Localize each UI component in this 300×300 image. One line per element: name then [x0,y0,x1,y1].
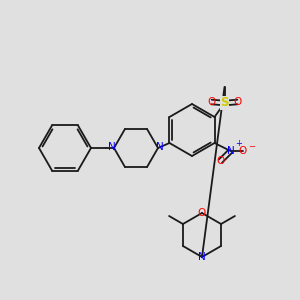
Text: O: O [233,97,242,107]
Text: −: − [248,142,256,151]
Text: O: O [216,156,225,166]
Text: +: + [236,139,242,148]
Text: O: O [207,97,216,107]
Text: N: N [226,146,234,156]
Text: N: N [108,142,116,152]
Text: O: O [198,208,206,218]
Text: N: N [198,252,206,262]
Text: O: O [238,146,247,156]
Text: N: N [156,142,164,152]
Text: S: S [220,97,229,110]
